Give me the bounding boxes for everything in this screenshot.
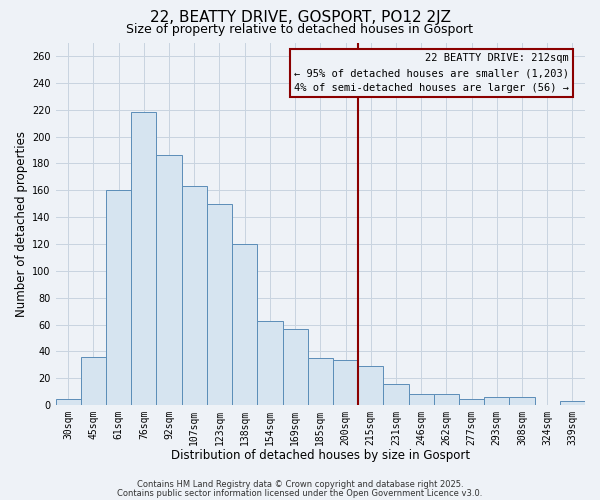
Text: Size of property relative to detached houses in Gosport: Size of property relative to detached ho… — [127, 22, 473, 36]
Bar — [207, 204, 232, 405]
Bar — [283, 328, 308, 405]
Bar — [333, 360, 358, 405]
Bar — [182, 186, 207, 405]
Bar — [106, 190, 131, 405]
Bar — [434, 394, 459, 405]
X-axis label: Distribution of detached houses by size in Gosport: Distribution of detached houses by size … — [171, 450, 470, 462]
Bar — [560, 401, 585, 405]
Bar — [131, 112, 157, 405]
Text: Contains public sector information licensed under the Open Government Licence v3: Contains public sector information licen… — [118, 488, 482, 498]
Bar — [157, 156, 182, 405]
Bar — [383, 384, 409, 405]
Bar — [257, 320, 283, 405]
Bar — [232, 244, 257, 405]
Bar — [409, 394, 434, 405]
Text: Contains HM Land Registry data © Crown copyright and database right 2025.: Contains HM Land Registry data © Crown c… — [137, 480, 463, 489]
Bar — [81, 357, 106, 405]
Bar — [459, 398, 484, 405]
Bar — [484, 397, 509, 405]
Text: 22, BEATTY DRIVE, GOSPORT, PO12 2JZ: 22, BEATTY DRIVE, GOSPORT, PO12 2JZ — [149, 10, 451, 25]
Bar — [358, 366, 383, 405]
Y-axis label: Number of detached properties: Number of detached properties — [15, 131, 28, 317]
Bar — [56, 398, 81, 405]
Text: 22 BEATTY DRIVE: 212sqm
← 95% of detached houses are smaller (1,203)
4% of semi-: 22 BEATTY DRIVE: 212sqm ← 95% of detache… — [294, 54, 569, 93]
Bar — [509, 397, 535, 405]
Bar — [308, 358, 333, 405]
